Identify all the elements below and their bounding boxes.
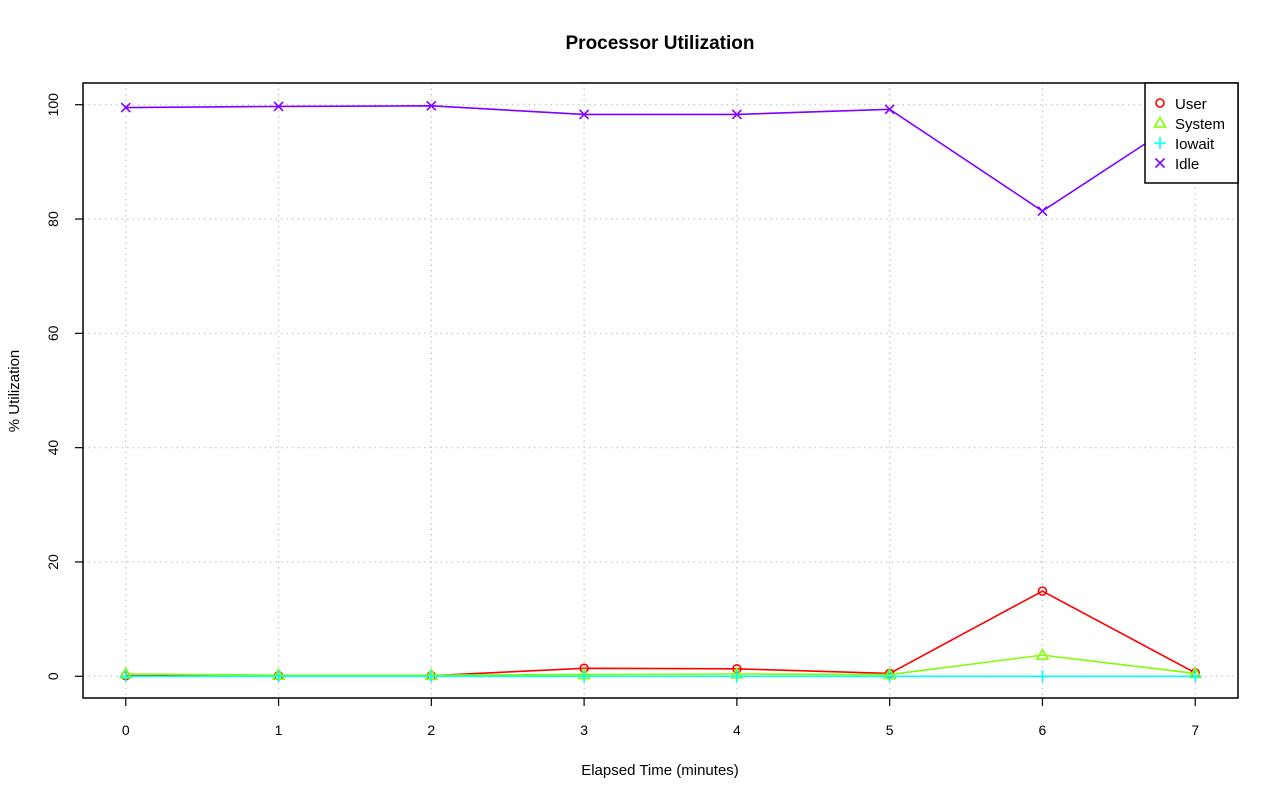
series-iowait (119, 670, 1202, 683)
data-point-idle (120, 102, 131, 113)
data-point-idle (273, 101, 284, 112)
data-point-iowait (883, 670, 896, 683)
legend-symbol-system (1153, 115, 1167, 128)
x-tick-label: 5 (886, 722, 894, 738)
series-idle (120, 100, 1201, 217)
data-point-idle (731, 109, 742, 120)
data-point-system (1035, 648, 1050, 660)
y-tick-label: 40 (45, 440, 61, 456)
legend-label-idle: Idle (1175, 156, 1199, 173)
data-point-iowait (578, 670, 591, 683)
data-point-iowait (730, 670, 743, 683)
legend-symbol-user (1155, 98, 1165, 108)
y-tick-label: 0 (45, 672, 61, 680)
data-point-idle (426, 100, 437, 111)
axes: 0 1 2 3 4 5 6 7 0 20 40 60 80 100 (45, 93, 1199, 738)
data-point-idle (1037, 205, 1048, 217)
x-tick-label: 4 (733, 722, 741, 738)
legend-symbol-iowait (1154, 137, 1166, 149)
series-line-idle (125, 105, 1196, 212)
legend: User System Iowait Idle (1144, 82, 1239, 184)
x-tick-label: 3 (580, 722, 588, 738)
legend-symbol-idle (1154, 157, 1166, 169)
data-point-idle (884, 104, 895, 115)
series-line-system (125, 654, 1196, 676)
chart-title: Processor Utilization (566, 33, 755, 54)
legend-label-iowait: Iowait (1175, 136, 1215, 153)
y-tick-label: 20 (45, 554, 61, 570)
y-tick-label: 60 (45, 325, 61, 341)
data-point-iowait (1036, 670, 1049, 683)
data-point-iowait (1189, 670, 1202, 683)
x-tick-label: 0 (122, 722, 130, 738)
legend-label-user: User (1175, 96, 1207, 113)
y-tick-label: 80 (45, 211, 61, 227)
x-tick-label: 6 (1039, 722, 1047, 738)
series-layer (118, 100, 1203, 683)
x-tick-label: 2 (427, 722, 435, 738)
data-point-user (1037, 586, 1048, 596)
x-tick-label: 7 (1191, 722, 1199, 738)
legend-symbols (1153, 98, 1167, 169)
data-point-iowait (272, 670, 285, 683)
x-axis-label: Elapsed Time (minutes) (581, 762, 739, 779)
data-point-iowait (119, 670, 132, 683)
legend-label-system: System (1175, 116, 1225, 133)
y-tick-label: 100 (45, 93, 61, 117)
data-point-iowait (425, 670, 438, 683)
plot-frame (82, 82, 1239, 699)
y-axis-label: % Utilization (6, 350, 23, 433)
data-point-idle (579, 109, 590, 120)
x-tick-label: 1 (275, 722, 283, 738)
